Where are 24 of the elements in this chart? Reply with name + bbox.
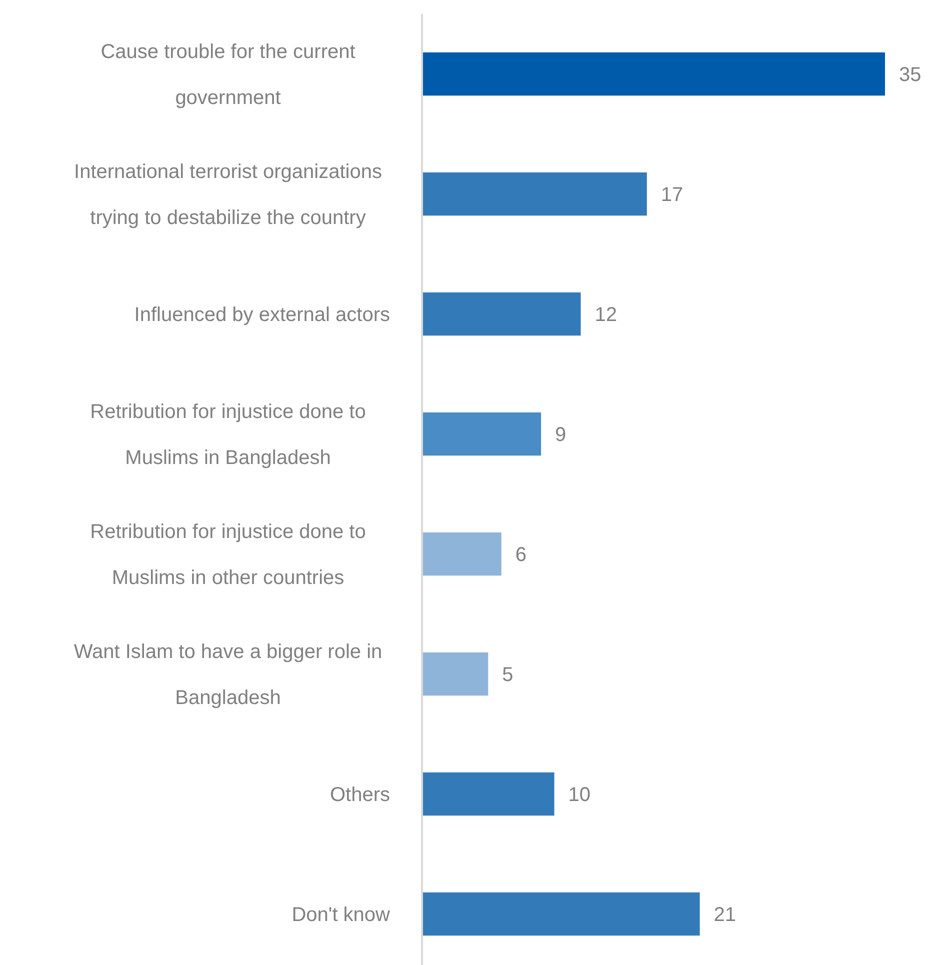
data-label: 9 (555, 424, 566, 446)
category-label: International terrorist organizations trying to destabilize the country (74, 161, 382, 229)
category-label: Want Islam to have a bigger role in Bangladesh (74, 641, 382, 709)
data-label: 10 (568, 784, 591, 806)
y-tick-label: Influenced by external actors (134, 304, 390, 326)
category-label: Retribution for injustice done to Muslims in other countries (90, 521, 366, 589)
data-label: 21 (714, 904, 736, 926)
y-tick-label: Don't know (292, 904, 391, 926)
bar (422, 412, 542, 456)
data-label: 12 (594, 304, 617, 326)
data-label: 35 (899, 64, 922, 86)
data-label: 5 (502, 664, 514, 686)
category-label: Cause trouble for the current government (100, 41, 356, 109)
bar (422, 292, 581, 336)
data-label: 17 (660, 184, 684, 206)
bar (422, 772, 554, 816)
bar (422, 172, 647, 216)
data-label: 6 (515, 544, 526, 566)
bar (422, 52, 885, 96)
bar (422, 652, 488, 696)
bar (422, 532, 502, 576)
y-tick-label: Others (330, 784, 390, 806)
category-label: Retribution for injustice done to Muslims in Bangladesh (90, 401, 366, 469)
bar (422, 892, 700, 936)
